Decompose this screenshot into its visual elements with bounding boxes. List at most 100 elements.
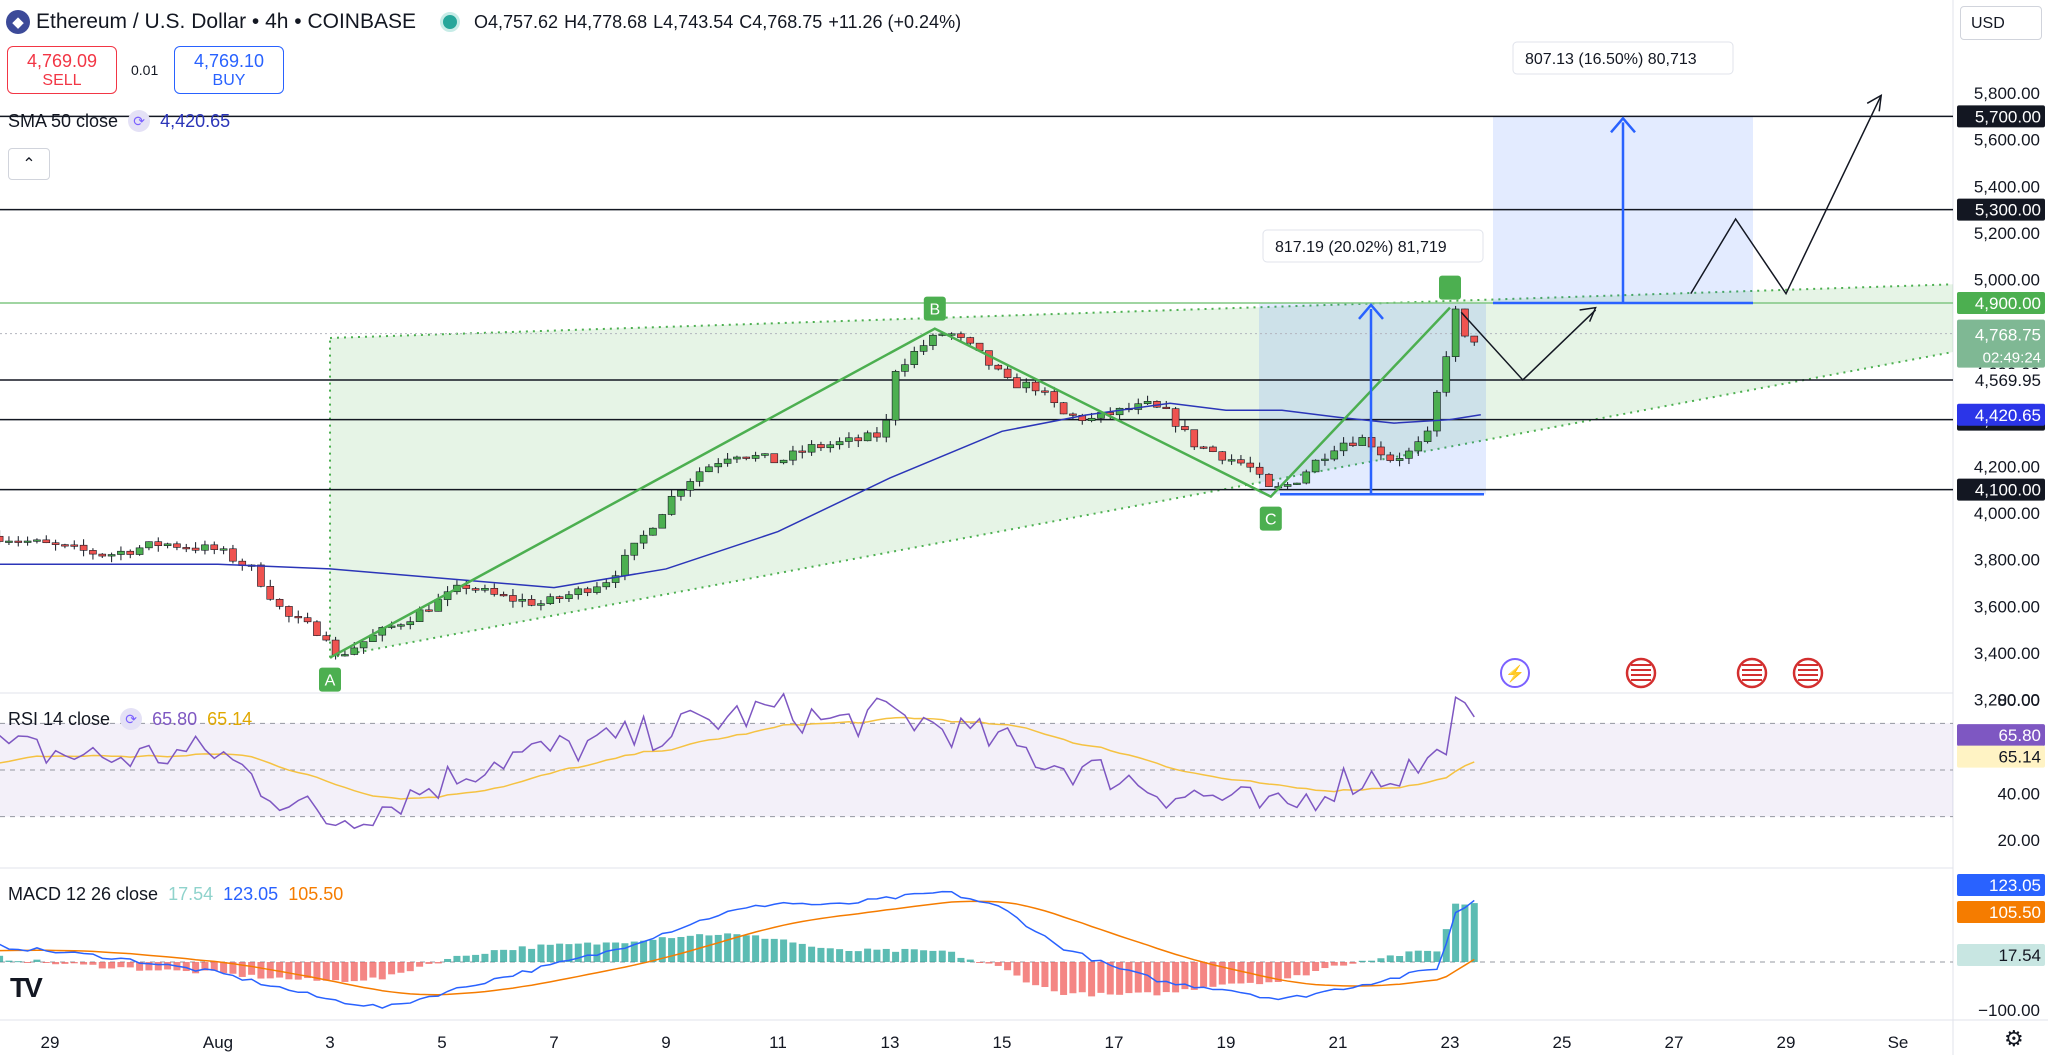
sell-button[interactable]: 4,769.09 SELL [7, 46, 117, 94]
macd-histogram-bar [1433, 951, 1441, 962]
collapse-legend-button[interactable]: ⌃ [8, 148, 50, 180]
macd-histogram-bar [1088, 962, 1096, 997]
macd-histogram-bar [593, 944, 601, 962]
macd-histogram-bar [24, 962, 32, 963]
rsi-value-badge[interactable]: 65.80 [1957, 724, 2045, 747]
candle-body [546, 596, 555, 604]
rsi-ma-line[interactable] [0, 716, 1475, 800]
candle-body [126, 550, 135, 555]
candle-body [350, 647, 359, 655]
settings-icon[interactable]: ⚙ [2004, 1026, 2024, 1051]
macd-value-badge[interactable]: 123.05 [1957, 874, 2045, 896]
pattern-point-c[interactable] [1259, 506, 1282, 531]
sma-50-line[interactable] [0, 402, 1481, 589]
macd-histogram-bar [1405, 951, 1413, 962]
candle-body [1255, 466, 1264, 475]
rsi-tick-label: 20.00 [1997, 831, 2040, 850]
rsi-line[interactable] [0, 692, 1475, 830]
macd-histogram-bar [528, 948, 536, 962]
macd-line[interactable] [0, 890, 1475, 1009]
rsi-ma-value-badge[interactable]: 65.14 [1957, 745, 2045, 768]
candle-body [1330, 450, 1339, 460]
buy-price: 4,769.10 [193, 51, 265, 71]
rsi-settings-icon[interactable]: ⟳ [120, 708, 143, 730]
ethereum-icon: ◆ [6, 10, 30, 34]
macd-histogram-bar [994, 962, 1002, 966]
candle-body [1293, 482, 1301, 485]
candle-body [173, 543, 181, 548]
macd-histogram-bar [1452, 903, 1460, 962]
macd-histogram-bar [61, 962, 69, 964]
forecast-path-2[interactable] [1690, 95, 1882, 296]
candle-body [191, 547, 200, 551]
level-badge-5[interactable]: 4,100.00 [1957, 478, 2045, 501]
price-tick-label: 5,000.00 [1974, 271, 2040, 290]
macd-histogram-bar [929, 950, 937, 962]
macd-hist-badge[interactable]: 17.54 [1957, 944, 2045, 966]
candle-body [154, 541, 163, 546]
candle-body [1199, 446, 1208, 449]
macd-histogram-bar [33, 959, 41, 962]
projection-label-box [1512, 41, 1734, 75]
candle-body [1461, 308, 1469, 337]
macd-legend[interactable]: MACD 12 26 close 17.54 123.05 105.50 [8, 884, 343, 905]
macd-histogram-bar [388, 962, 396, 975]
macd-histogram-bar [378, 962, 386, 980]
pattern-point-d[interactable] [1439, 275, 1461, 300]
macd-histogram-bar [1190, 962, 1198, 990]
sma-settings-icon[interactable]: ⟳ [128, 110, 151, 132]
pattern-point-a[interactable] [319, 667, 341, 692]
candle-body [630, 542, 639, 556]
currency-label: USD [1971, 15, 2005, 32]
level-badge-0[interactable]: 5,700.00 [1957, 105, 2045, 128]
macd-histogram-bar [1265, 962, 1273, 983]
projection-box-1[interactable] [1259, 302, 1486, 495]
abcd-pattern-line[interactable] [329, 306, 1451, 659]
macd-histogram-bar [1218, 962, 1226, 985]
macd-legend-value: 123.05 [223, 884, 279, 904]
candle-body [1143, 401, 1152, 405]
macd-signal-badge[interactable]: 105.50 [1957, 901, 2045, 923]
macd-histogram-group [0, 903, 1478, 997]
event-flag-icon-us-2[interactable] [1736, 657, 1768, 689]
macd-histogram-bar [1284, 962, 1292, 979]
macd-histogram-bar [1358, 960, 1366, 962]
buy-button[interactable]: 4,769.10 BUY [174, 46, 284, 94]
event-flag-icon-us-3[interactable] [1792, 657, 1824, 689]
macd-histogram-bar [425, 962, 433, 964]
candle-body [817, 444, 825, 449]
event-icon-lightning[interactable]: ⚡ [1500, 658, 1530, 688]
symbol-header: ◆ Ethereum / U.S. Dollar • 4h • COINBASE… [6, 8, 961, 36]
candle-body [994, 364, 1003, 370]
macd-histogram-bar [154, 962, 162, 971]
candle-body [341, 654, 349, 657]
candle-body [1022, 381, 1031, 389]
candle-body [481, 588, 489, 591]
sma-legend[interactable]: SMA 50 close ⟳ 4,420.65 [8, 110, 230, 132]
candle-body [23, 540, 32, 543]
macd-signal-line[interactable] [0, 900, 1475, 996]
macd-histogram-bar [836, 949, 844, 962]
candle-body [1405, 450, 1413, 459]
candle-body [1451, 308, 1460, 357]
last-price-badge[interactable]: 4,768.75 02:49:24 [1957, 319, 2045, 368]
macd-histogram-bar [705, 935, 713, 962]
sma-price-badge[interactable]: 4,420.65 [1957, 403, 2045, 426]
candle-body [1349, 442, 1357, 446]
macd-histogram-bar [89, 962, 97, 965]
rsi-legend[interactable]: RSI 14 close ⟳ 65.80 65.14 [8, 708, 252, 730]
event-flag-icon-us[interactable] [1625, 657, 1657, 689]
symbol-title[interactable]: Ethereum / U.S. Dollar • 4h • COINBASE [36, 10, 416, 33]
currency-selector[interactable]: USD [1960, 6, 2042, 40]
macd-histogram-bar [789, 942, 797, 962]
level-badge-1[interactable]: 5,300.00 [1957, 198, 2045, 221]
pattern-point-b[interactable] [923, 296, 946, 321]
price-tick-label: 4,200.00 [1974, 457, 2040, 476]
sma-price-badge-text: 4,420.65 [1975, 406, 2041, 425]
candle-body [229, 548, 237, 562]
forecast-path-1[interactable] [1460, 309, 1597, 382]
level-badge-2[interactable]: 4,900.00 [1957, 291, 2045, 314]
price-tick-label: 3,600.00 [1974, 597, 2040, 616]
level-badge-3[interactable]: 4,569.95 [1957, 368, 2045, 391]
